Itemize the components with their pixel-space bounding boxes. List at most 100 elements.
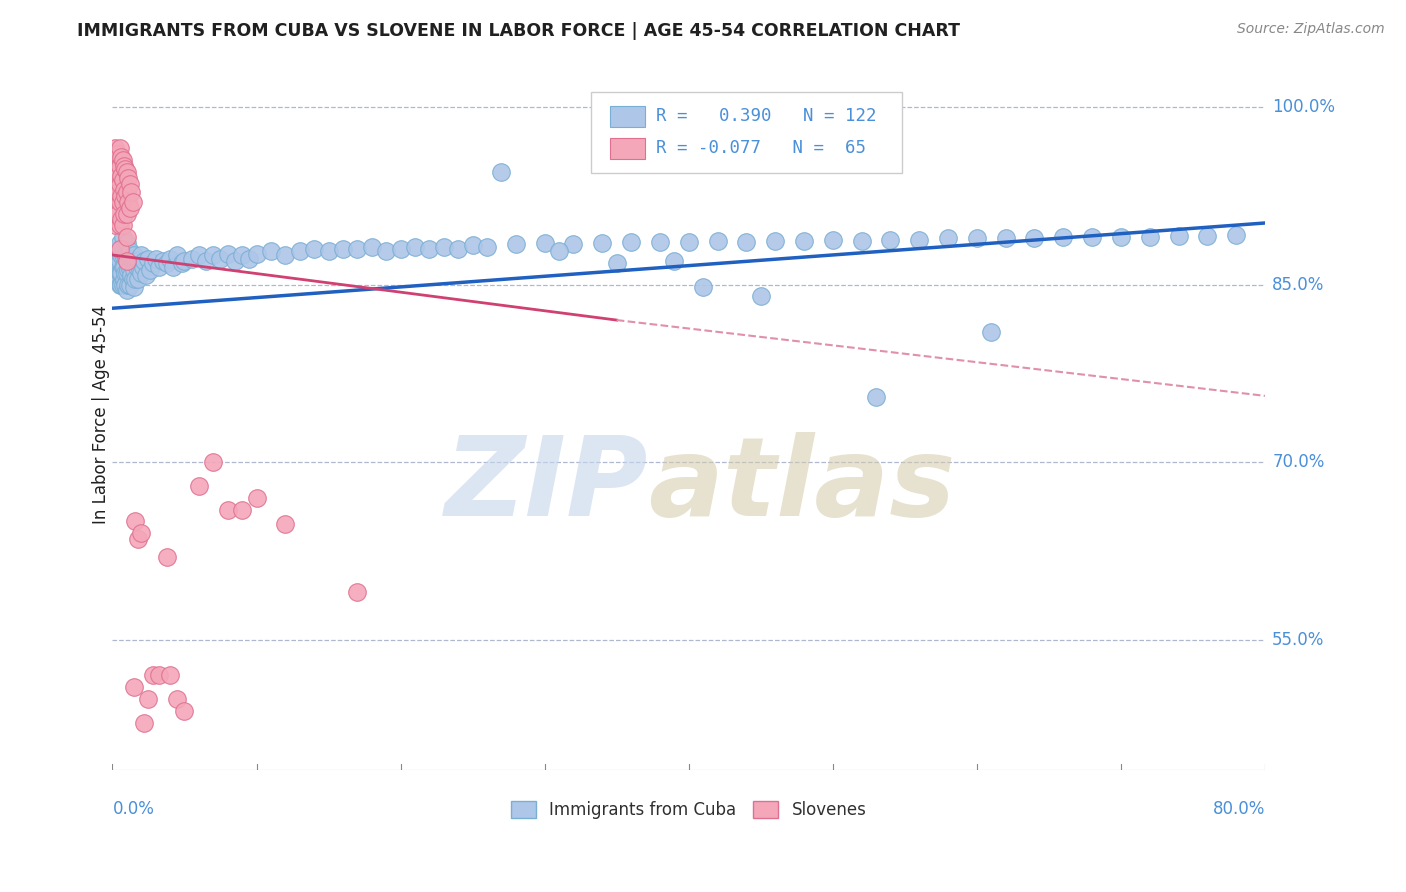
Point: [231, 248, 253, 262]
Point: [134, 715, 156, 730]
Point: [706, 234, 728, 248]
Point: [202, 455, 225, 469]
Point: [793, 234, 815, 248]
Point: [548, 244, 571, 259]
Point: [851, 234, 873, 248]
Point: [112, 271, 135, 285]
Point: [104, 177, 127, 191]
Point: [107, 165, 129, 179]
Point: [108, 194, 131, 209]
Point: [108, 141, 131, 155]
Point: [115, 253, 138, 268]
Point: [162, 260, 184, 274]
Point: [108, 242, 131, 256]
Point: [128, 263, 150, 277]
Point: [108, 253, 131, 268]
Point: [108, 236, 131, 251]
Point: [117, 194, 139, 209]
Point: [112, 206, 135, 220]
Point: [1225, 227, 1247, 242]
Point: [112, 260, 135, 274]
Point: [134, 253, 156, 268]
Point: [187, 248, 209, 262]
Point: [180, 252, 202, 266]
Point: [209, 252, 232, 266]
Text: 0.0%: 0.0%: [112, 799, 155, 818]
Point: [159, 252, 181, 266]
Point: [112, 159, 135, 173]
Point: [475, 240, 498, 254]
Text: 100.0%: 100.0%: [1272, 98, 1336, 116]
Point: [114, 266, 136, 280]
Point: [148, 668, 170, 682]
Point: [302, 242, 325, 256]
Point: [108, 159, 131, 173]
Point: [117, 263, 139, 277]
Point: [763, 234, 786, 248]
Text: 85.0%: 85.0%: [1272, 276, 1324, 293]
Point: [105, 171, 128, 186]
Point: [107, 253, 129, 268]
Point: [821, 233, 844, 247]
Point: [129, 266, 152, 280]
Point: [111, 260, 134, 274]
Point: [131, 260, 153, 274]
Point: [231, 502, 253, 516]
Point: [318, 244, 340, 259]
Point: [115, 236, 138, 251]
Legend: Immigrants from Cuba, Slovenes: Immigrants from Cuba, Slovenes: [505, 794, 873, 826]
Point: [110, 248, 132, 262]
Point: [124, 271, 146, 285]
Text: R =   0.390   N = 122: R = 0.390 N = 122: [657, 107, 877, 126]
Point: [124, 253, 146, 268]
Point: [105, 188, 128, 202]
Point: [1139, 230, 1161, 244]
Point: [433, 240, 456, 254]
Point: [346, 585, 368, 599]
Point: [966, 231, 988, 245]
Point: [122, 263, 145, 277]
Point: [142, 668, 165, 682]
Point: [135, 268, 157, 282]
Point: [606, 256, 628, 270]
Point: [187, 479, 209, 493]
Point: [332, 242, 354, 256]
Point: [245, 247, 267, 261]
Point: [138, 692, 160, 706]
Point: [994, 231, 1017, 245]
Point: [121, 271, 143, 285]
FancyBboxPatch shape: [591, 92, 901, 173]
Point: [749, 289, 772, 303]
Point: [118, 177, 141, 191]
Point: [107, 185, 129, 199]
Point: [111, 230, 134, 244]
Point: [142, 256, 165, 270]
Text: Source: ZipAtlas.com: Source: ZipAtlas.com: [1237, 22, 1385, 37]
Point: [118, 244, 141, 259]
Point: [115, 253, 138, 268]
Point: [129, 248, 152, 262]
Point: [110, 266, 132, 280]
Point: [389, 242, 412, 256]
Point: [127, 532, 149, 546]
Point: [461, 238, 484, 252]
Point: [110, 150, 132, 164]
Point: [936, 231, 959, 245]
Point: [111, 219, 134, 233]
Point: [980, 325, 1002, 339]
Text: 70.0%: 70.0%: [1272, 453, 1324, 471]
Point: [202, 248, 225, 262]
Point: [491, 165, 513, 179]
Point: [108, 266, 131, 280]
Point: [107, 206, 129, 220]
Point: [112, 242, 135, 256]
Point: [166, 692, 188, 706]
Point: [121, 194, 143, 209]
Point: [127, 271, 149, 285]
Point: [120, 185, 142, 199]
Point: [108, 219, 131, 233]
Point: [166, 248, 188, 262]
Point: [115, 230, 138, 244]
Point: [118, 277, 141, 292]
Point: [288, 244, 311, 259]
